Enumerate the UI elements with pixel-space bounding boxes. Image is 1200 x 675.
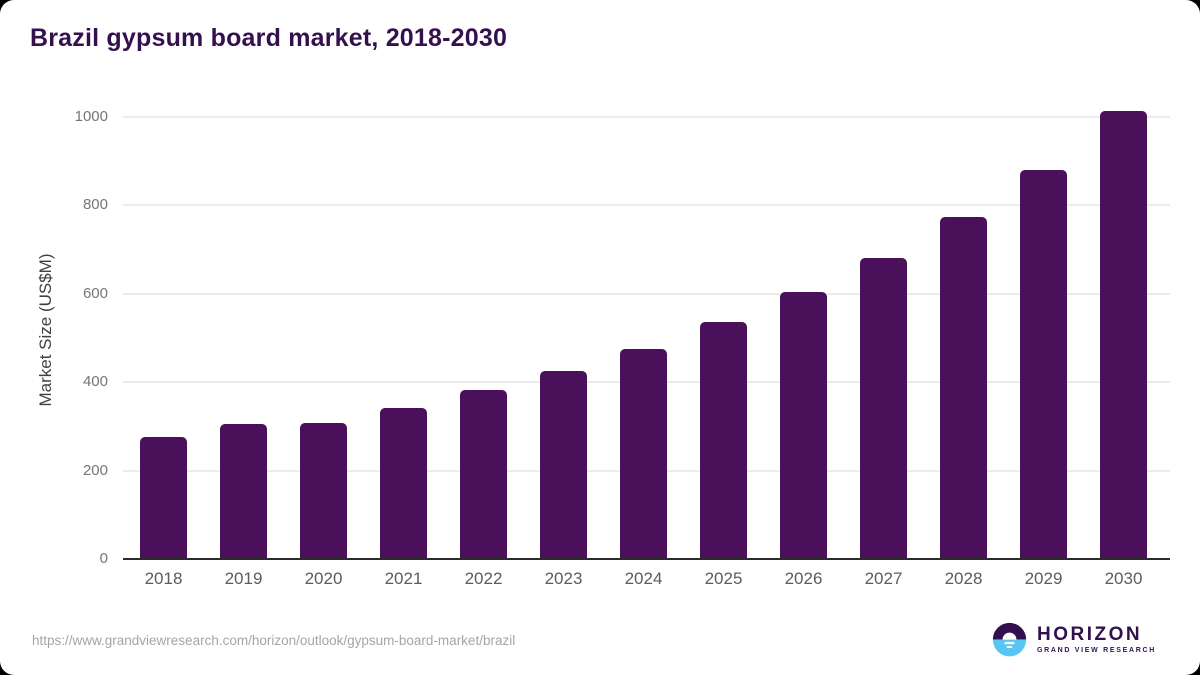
logo-wordmark: HORIZON [1036, 624, 1143, 645]
y-tick-label-600: 600 [82, 284, 108, 302]
bar-2027 [860, 258, 907, 558]
bar-2030 [1100, 111, 1147, 558]
logo-subtitle: GRAND VIEW RESEARCH [1036, 647, 1156, 654]
x-tick-label-2020: 2020 [304, 569, 343, 588]
bar-2023 [540, 371, 587, 558]
bar-2019 [220, 424, 267, 558]
source-url-text: https://www.grandviewresearch.com/horizo… [32, 633, 516, 648]
gridline-800 [123, 204, 1170, 206]
x-tick-label-2022: 2022 [464, 569, 503, 588]
logo-text-block: HORIZON GRAND VIEW RESEARCH [1036, 624, 1156, 655]
chart-footer: https://www.grandviewresearch.com/horizo… [0, 613, 1200, 675]
bar-2018 [140, 437, 187, 558]
y-tick-label-800: 800 [82, 196, 108, 213]
x-tick-label-2024: 2024 [624, 569, 663, 588]
x-tick-label-2018: 2018 [144, 569, 183, 588]
bar-2025 [700, 322, 747, 558]
x-tick-label-2019: 2019 [224, 569, 263, 588]
horizon-sunrise-icon [991, 621, 1028, 658]
gridline-1000 [123, 115, 1170, 118]
bar-2022 [460, 390, 507, 558]
bar-2026 [780, 292, 827, 558]
y-tick-label-400: 400 [82, 373, 108, 390]
bar-2020 [300, 423, 347, 558]
bar-2024 [620, 349, 667, 558]
gridline-600 [123, 292, 1170, 295]
x-tick-label-2023: 2023 [544, 569, 583, 588]
bar-2029 [1020, 170, 1067, 558]
x-axis-line [123, 558, 1170, 560]
x-tick-label-2030: 2030 [1104, 569, 1143, 588]
bar-2028 [940, 217, 987, 558]
y-tick-label-200: 200 [82, 461, 108, 479]
chart-title: Brazil gypsum board market, 2018-2030 [30, 24, 508, 52]
x-tick-label-2026: 2026 [784, 569, 823, 588]
x-tick-label-2028: 2028 [944, 569, 983, 588]
x-tick-label-2025: 2025 [704, 569, 743, 588]
y-tick-label-0: 0 [99, 550, 108, 567]
x-tick-label-2029: 2029 [1024, 569, 1063, 588]
horizon-logo: HORIZON GRAND VIEW RESEARCH [991, 621, 1156, 658]
x-tick-label-2027: 2027 [864, 569, 903, 588]
y-tick-label-1000: 1000 [74, 107, 108, 125]
x-tick-label-2021: 2021 [384, 569, 423, 588]
bar-2021 [380, 408, 427, 558]
